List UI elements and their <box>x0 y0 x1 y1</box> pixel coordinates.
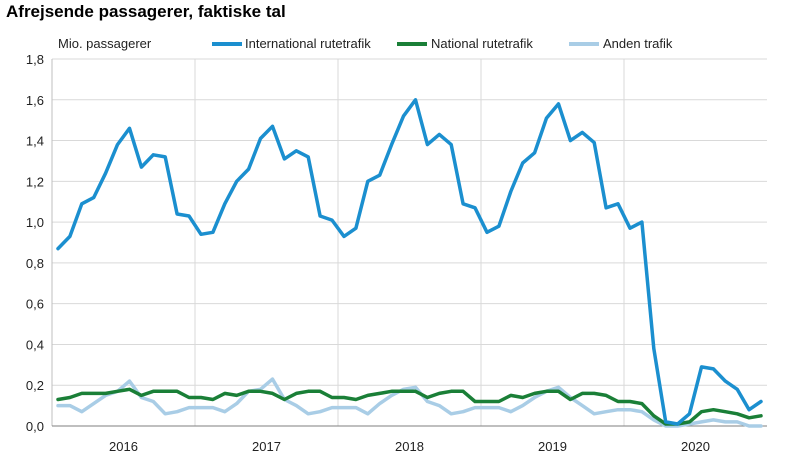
y-tick-label: 0,8 <box>26 256 44 271</box>
series-line-national-rutetrafik <box>56 387 763 426</box>
y-tick-label: 0,2 <box>26 378 44 393</box>
x-tick-label: 2017 <box>252 439 281 454</box>
legend-label-anden: Anden trafik <box>603 36 673 51</box>
x-tick-label: 2019 <box>538 439 567 454</box>
y-axis-ticks: 0,0 0,2 0,4 0,6 0,8 1,0 1,2 1,4 1,6 1,8 <box>26 52 44 434</box>
x-tick-label: 2020 <box>681 439 710 454</box>
series-lines <box>56 98 763 428</box>
plot-area <box>52 59 767 426</box>
x-tick-label: 2018 <box>395 439 424 454</box>
series-line-anden-trafik <box>56 377 763 428</box>
legend: International rutetrafik National rutetr… <box>212 36 673 51</box>
y-tick-label: 0,0 <box>26 419 44 434</box>
y-tick-label: 1,6 <box>26 93 44 108</box>
y-tick-label: 1,2 <box>26 174 44 189</box>
y-tick-label: 0,6 <box>26 297 44 312</box>
y-tick-label: 1,4 <box>26 134 44 149</box>
y-tick-label: 0,4 <box>26 337 44 352</box>
y-tick-label: 1,8 <box>26 52 44 67</box>
series-line-international-rutetrafik <box>56 98 763 426</box>
y-tick-label: 1,0 <box>26 215 44 230</box>
x-axis-ticks: 2016 2017 2018 2019 2020 <box>109 439 710 454</box>
legend-label-international: International rutetrafik <box>245 36 371 51</box>
x-tick-label: 2016 <box>109 439 138 454</box>
y-axis-unit: Mio. passagerer <box>58 36 152 51</box>
legend-label-national: National rutetrafik <box>431 36 533 51</box>
chart-title: Afrejsende passagerer, faktiske tal <box>6 2 286 21</box>
